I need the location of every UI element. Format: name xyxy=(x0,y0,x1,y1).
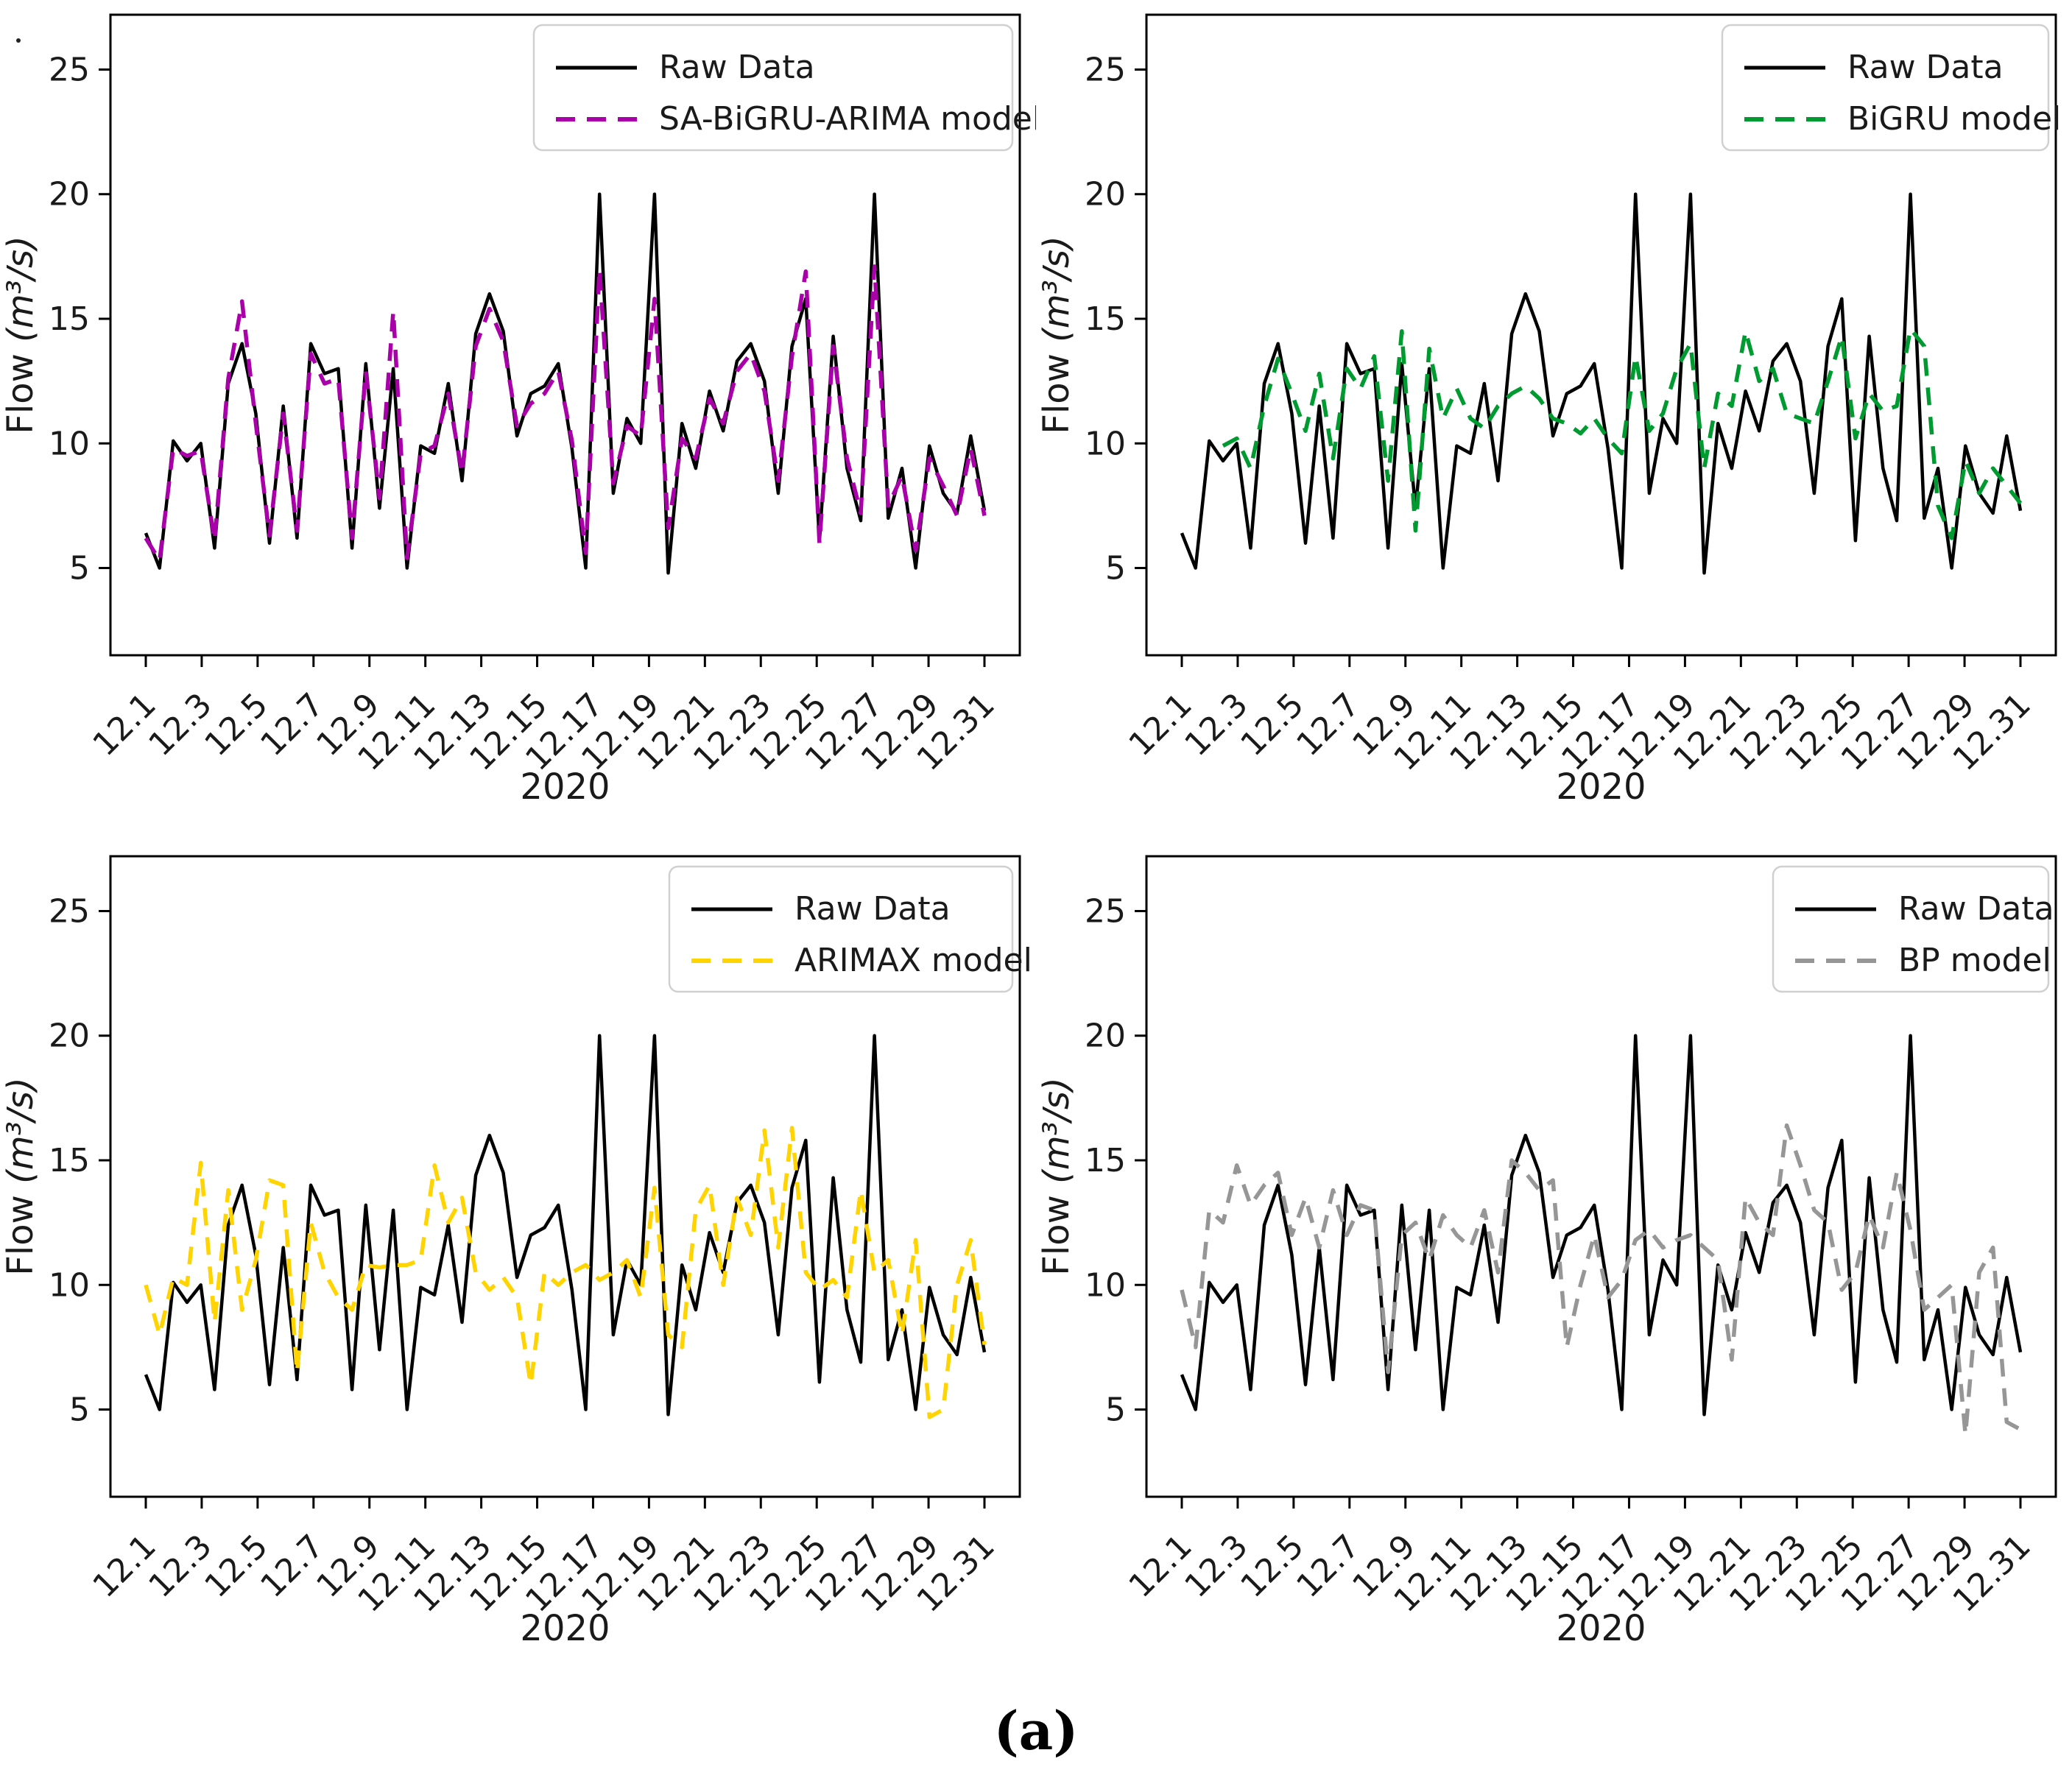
y-tick-label: 25 xyxy=(49,51,90,88)
flow-chart-bp: 51015202512.112.312.512.712.912.1112.131… xyxy=(1036,855,2057,1649)
flow-chart-arimax: 51015202512.112.312.512.712.912.1112.131… xyxy=(0,855,1032,1649)
x-tick-label: 12.3 xyxy=(1177,686,1255,763)
x-tick-label: 12.3 xyxy=(141,686,219,763)
caption-row: (a) xyxy=(0,1683,2072,1778)
x-tick-label: 12.7 xyxy=(253,686,331,763)
y-axis-label: Flow (m³/s) xyxy=(1036,236,1077,434)
ink-speck-artifact xyxy=(16,38,21,43)
x-tick-label: 12.7 xyxy=(1289,686,1367,763)
legend-model-label: ARIMAX model xyxy=(794,942,1032,979)
x-tick-label: 12.5 xyxy=(197,686,275,763)
y-tick-label: 10 xyxy=(49,1266,90,1304)
legend: Raw Data SA-BiGRU-ARIMA model xyxy=(532,24,1036,152)
y-tick-label: 20 xyxy=(49,176,90,214)
x-tick-label: 12.5 xyxy=(197,1528,275,1605)
chart-cell-arimax: 5 10 15 20 25 12.1 12.3 12.5 12.7 12.9 12.11 12.13 1… xyxy=(0,842,1036,1683)
legend: Raw Data BP model xyxy=(1772,865,2054,993)
model-line xyxy=(1222,326,2023,540)
raw-data-line xyxy=(144,1034,987,1417)
axes-spines xyxy=(1145,855,2057,1498)
y-tick-label: 15 xyxy=(1085,1142,1126,1179)
legend: Raw Data ARIMAX model xyxy=(668,865,1032,993)
figure-caption: (a) xyxy=(993,1699,1079,1762)
x-tick-label: 12.1 xyxy=(1121,686,1199,763)
x-axis-label: 2020 xyxy=(1556,766,1646,808)
y-tick-label: 25 xyxy=(1085,51,1126,88)
legend-model-label: BP model xyxy=(1898,942,2051,979)
y-tick-label: 5 xyxy=(69,550,90,588)
model-line xyxy=(1180,1123,2022,1437)
model-line xyxy=(144,1126,987,1419)
y-tick-label: 5 xyxy=(1105,1391,1126,1429)
legend-box xyxy=(1721,24,2050,152)
chart-cell-bigru: 5 10 15 20 25 12.1 12.3 12.5 12.7 12.9 12.11 12.13 1… xyxy=(1036,0,2072,842)
y-tick-label: 25 xyxy=(1085,892,1126,930)
flow-chart-bigru: 51015202512.112.312.512.712.912.1112.131… xyxy=(1036,13,2061,808)
y-tick-label: 15 xyxy=(49,1142,90,1179)
x-axis-label: 2020 xyxy=(520,1608,610,1649)
legend: Raw Data BiGRU model xyxy=(1721,24,2061,152)
x-tick-label: 12.5 xyxy=(1233,1528,1311,1605)
x-tick-label: 12.7 xyxy=(1289,1528,1367,1605)
chart-cell-sa-bigru-arima: 5 10 15 20 25 12.1 12.3 12.5 12.7 12.9 12.11 12.13 1… xyxy=(0,0,1036,842)
x-tick-label: 12.1 xyxy=(85,686,163,763)
y-tick-label: 5 xyxy=(69,1391,90,1429)
y-axis-label: Flow (m³/s) xyxy=(0,236,41,434)
y-tick-label: 15 xyxy=(49,300,90,338)
x-tick-label: 12.7 xyxy=(253,1528,331,1605)
y-tick-label: 20 xyxy=(49,1017,90,1055)
legend-raw-label: Raw Data xyxy=(794,890,951,928)
legend-model-label: BiGRU model xyxy=(1847,100,2061,138)
legend-raw-label: Raw Data xyxy=(1847,49,2004,86)
y-tick-label: 10 xyxy=(49,425,90,462)
legend-raw-label: Raw Data xyxy=(659,49,815,86)
y-tick-label: 20 xyxy=(1085,1017,1126,1055)
y-tick-label: 20 xyxy=(1085,176,1126,214)
legend-box xyxy=(532,24,1014,152)
y-axis-label: Flow (m³/s) xyxy=(0,1077,41,1275)
y-tick-label: 25 xyxy=(49,892,90,930)
x-tick-label: 12.1 xyxy=(85,1528,163,1605)
y-tick-label: 15 xyxy=(1085,300,1126,338)
legend-model-label: SA-BiGRU-ARIMA model xyxy=(659,100,1036,138)
y-tick-label: 5 xyxy=(1105,550,1126,588)
raw-data-line xyxy=(1180,192,2023,575)
x-axis-label: 2020 xyxy=(520,766,610,808)
x-tick-label: 12.1 xyxy=(1121,1528,1199,1605)
flow-chart-sa-bigru-arima: 51015202512.112.312.512.712.912.1112.131… xyxy=(0,13,1036,808)
axes-spines xyxy=(109,13,1021,657)
x-axis-label: 2020 xyxy=(1556,1608,1646,1649)
y-tick-label: 10 xyxy=(1085,425,1126,462)
x-tick-label: 12.3 xyxy=(1177,1528,1255,1605)
raw-data-line xyxy=(1180,1034,2023,1417)
model-line xyxy=(144,264,987,563)
chart-cell-bp: 5 10 15 20 25 12.1 12.3 12.5 12.7 12.9 12.11 12.13 1… xyxy=(1036,842,2072,1683)
legend-raw-label: Raw Data xyxy=(1898,890,2054,928)
y-axis-label: Flow (m³/s) xyxy=(1036,1077,1077,1275)
raw-data-line xyxy=(144,192,987,575)
y-tick-label: 10 xyxy=(1085,1266,1126,1304)
x-tick-label: 12.3 xyxy=(141,1528,219,1605)
x-tick-label: 12.5 xyxy=(1233,686,1311,763)
axes-spines xyxy=(1145,13,2057,657)
axes-spines xyxy=(109,855,1021,1498)
charts-grid: 5 10 15 20 25 12.1 12.3 12.5 12.7 12.9 12.11 12.13 1… xyxy=(0,0,2072,1683)
